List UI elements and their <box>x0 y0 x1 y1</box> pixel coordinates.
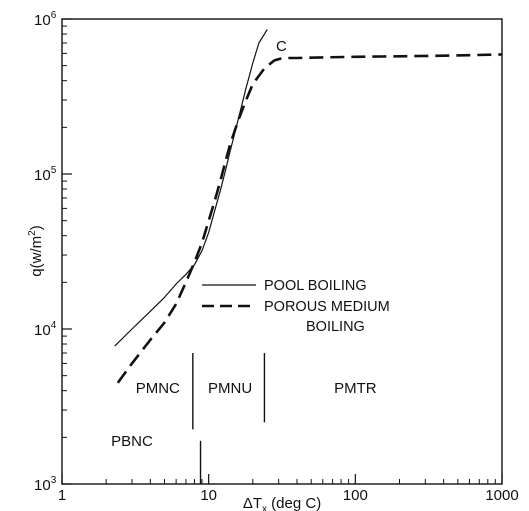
y-axis-label-sup: 2 <box>27 230 38 236</box>
y-tick-exponent: 4 <box>51 320 57 331</box>
region-labels: PMNC PMNU PMTR PBNC <box>111 380 377 450</box>
y-axis-label-suffix: ) <box>28 225 45 230</box>
region-label-pmnu: PMNU <box>208 380 252 397</box>
series-group <box>114 29 503 384</box>
y-axis-label-prefix: q(w/m <box>28 236 45 277</box>
y-tick-exponent: 6 <box>51 10 57 21</box>
x-tick-label-1000: 1000 <box>485 487 518 504</box>
y-tick-base: 10 <box>34 12 51 29</box>
x-tick-label-1: 1 <box>58 487 66 504</box>
region-label-pbnc: PBNC <box>111 433 153 450</box>
legend-label-porous-medium-line2: BOILING <box>306 319 365 335</box>
x-tick-label-100: 100 <box>343 487 368 504</box>
y-tick-label-1e3: 103 <box>34 475 57 494</box>
x-axis-ticks: 1 10 100 1000 <box>58 474 519 504</box>
y-tick-label-1e6: 106 <box>34 10 57 29</box>
series-line-porous-medium-boiling <box>116 53 503 384</box>
y-tick-base: 10 <box>34 167 51 184</box>
plot-frame <box>61 18 503 485</box>
x-tick-label-10: 10 <box>200 487 217 504</box>
y-tick-base: 10 <box>34 322 51 339</box>
legend: POOL BOILING POROUS MEDIUM BOILING <box>202 278 390 335</box>
y-tick-label-1e5: 105 <box>34 165 57 184</box>
region-dividers <box>192 353 266 484</box>
y-tick-base: 10 <box>34 477 51 494</box>
y-tick-exponent: 5 <box>51 165 57 176</box>
legend-label-pool-boiling: POOL BOILING <box>264 278 367 294</box>
x-axis-label-suffix: (deg C) <box>267 495 321 511</box>
x-axis-label-prefix: ΔT <box>243 495 262 511</box>
curve-label-c: C <box>276 38 287 55</box>
y-tick-label-1e4: 104 <box>34 320 57 339</box>
region-label-pmnc: PMNC <box>136 380 180 397</box>
y-axis-label: q(w/m2) <box>27 225 45 276</box>
x-axis-label-sub: x <box>262 504 267 511</box>
legend-label-porous-medium-line1: POROUS MEDIUM <box>264 299 390 315</box>
series-line-pool-boiling <box>114 29 268 347</box>
y-tick-exponent: 3 <box>51 475 57 486</box>
x-axis-label: ΔTx (deg C) <box>243 495 321 511</box>
region-label-pmtr: PMTR <box>334 380 377 397</box>
